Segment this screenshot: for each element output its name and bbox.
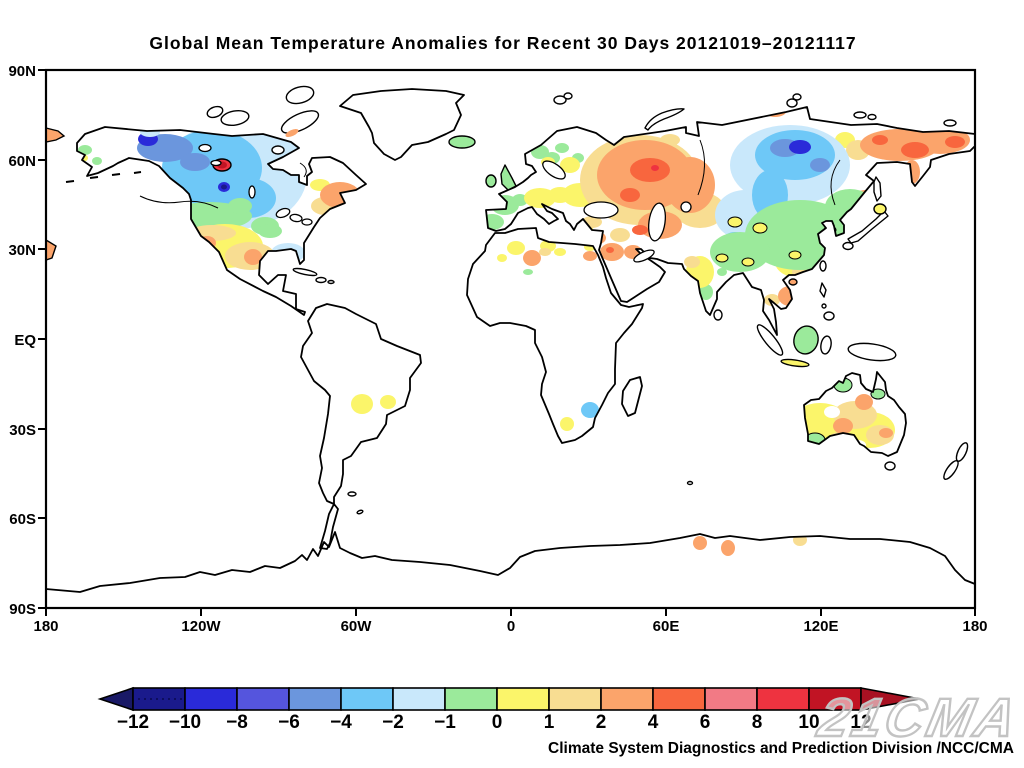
colorbar-segment <box>392 687 446 711</box>
colorbar-segment <box>132 687 186 711</box>
colorbar-left-arrow <box>97 686 134 712</box>
lat-label: 60S <box>9 511 36 528</box>
caribbean-islands <box>292 267 335 285</box>
world-map <box>45 85 976 609</box>
lon-label: 180 <box>33 618 58 635</box>
inland-seas <box>542 160 692 263</box>
madagascar <box>621 376 643 417</box>
dateline-wrap-slivers <box>45 127 66 261</box>
colorbar-segment <box>652 687 706 711</box>
lat-label: 90S <box>9 601 36 618</box>
greenland <box>339 88 465 161</box>
antarctica-anomalies <box>693 534 807 556</box>
colorbar-tick-label: −2 <box>382 712 404 733</box>
south-america-anomalies <box>351 394 396 414</box>
watermark-21cma: 21CMA <box>812 688 1024 748</box>
colorbar-segment <box>340 687 394 711</box>
lat-label: 90N <box>8 63 36 80</box>
lon-label: 180 <box>962 618 987 635</box>
colorbar-segment <box>444 687 498 711</box>
borneo <box>793 325 819 355</box>
lon-label: 60W <box>341 618 373 635</box>
lon-label: 120W <box>181 618 221 635</box>
colorbar-tick-label: −1 <box>434 712 456 733</box>
lat-label: EQ <box>14 332 36 349</box>
colorbar-segment <box>704 687 758 711</box>
colorbar-tick-label: 2 <box>596 712 607 733</box>
colorbar-tick-label: 8 <box>752 712 763 733</box>
hainan <box>788 278 798 286</box>
colorbar-segment <box>600 687 654 711</box>
lat-label: 30S <box>9 422 36 439</box>
baffin-warm-sliver <box>285 128 299 138</box>
colorbar-tick-label: −12 <box>117 712 149 733</box>
lat-axis: 90N 60N 30N EQ 30S 60S 90S <box>8 63 46 618</box>
colorbar-segment <box>236 687 290 711</box>
colorbar-tick-label: −10 <box>169 712 201 733</box>
colorbar-segment <box>184 687 238 711</box>
colorbar-tick-label: 10 <box>798 712 819 733</box>
colorbar-tick-label: −4 <box>330 712 352 733</box>
antarctic-peninsula <box>319 503 339 550</box>
africa-anomalies <box>467 240 599 431</box>
colorbar-tick-label: 1 <box>544 712 555 733</box>
colorbar: −12 −10 −8 −6 −4 −2 −1 0 1 2 4 6 8 10 12 <box>97 686 921 733</box>
colorbar-tick-label: 0 <box>492 712 503 733</box>
colorbar-labels: −12 −10 −8 −6 −4 −2 −1 0 1 2 4 6 8 10 12 <box>117 712 872 733</box>
colorbar-tick-label: 4 <box>648 712 659 733</box>
credit-line: Climate System Diagnostics and Predictio… <box>548 740 1014 757</box>
colorbar-segment <box>756 687 810 711</box>
java <box>780 358 810 368</box>
great-britain <box>500 164 517 191</box>
arctic-islands <box>206 85 320 155</box>
australia-anomalies <box>804 377 895 450</box>
south-atlantic-islands <box>347 491 364 515</box>
colorbar-right-arrow <box>860 687 921 711</box>
lon-axis: 180 120W 60W 0 60E 120E 180 <box>33 608 988 635</box>
na-lakes <box>198 143 313 226</box>
colorbar-segment <box>496 687 550 711</box>
lat-label: 60N <box>8 153 36 170</box>
north-america-anomalies <box>77 127 360 270</box>
lon-label: 60E <box>653 618 680 635</box>
ireland <box>485 174 497 188</box>
colorbar-segment <box>288 687 342 711</box>
hokkaido <box>873 203 887 215</box>
contour-lines <box>139 139 841 209</box>
islands <box>485 92 969 486</box>
lat-label: 30N <box>8 242 36 259</box>
iceland <box>448 135 476 149</box>
lon-label: 120E <box>803 618 838 635</box>
lon-label: 0 <box>507 618 515 635</box>
colorbar-tick-label: −8 <box>226 712 248 733</box>
plot-title: Global Mean Temperature Anomalies for Re… <box>149 33 856 53</box>
eurasia-anomalies <box>486 107 970 306</box>
colorbar-tick-label: −6 <box>278 712 300 733</box>
colorbar-segment <box>548 687 602 711</box>
colorbar-tick-label: 6 <box>700 712 711 733</box>
colorbar-tick-label: 12 <box>850 712 871 733</box>
aleutian-islands <box>65 171 142 183</box>
